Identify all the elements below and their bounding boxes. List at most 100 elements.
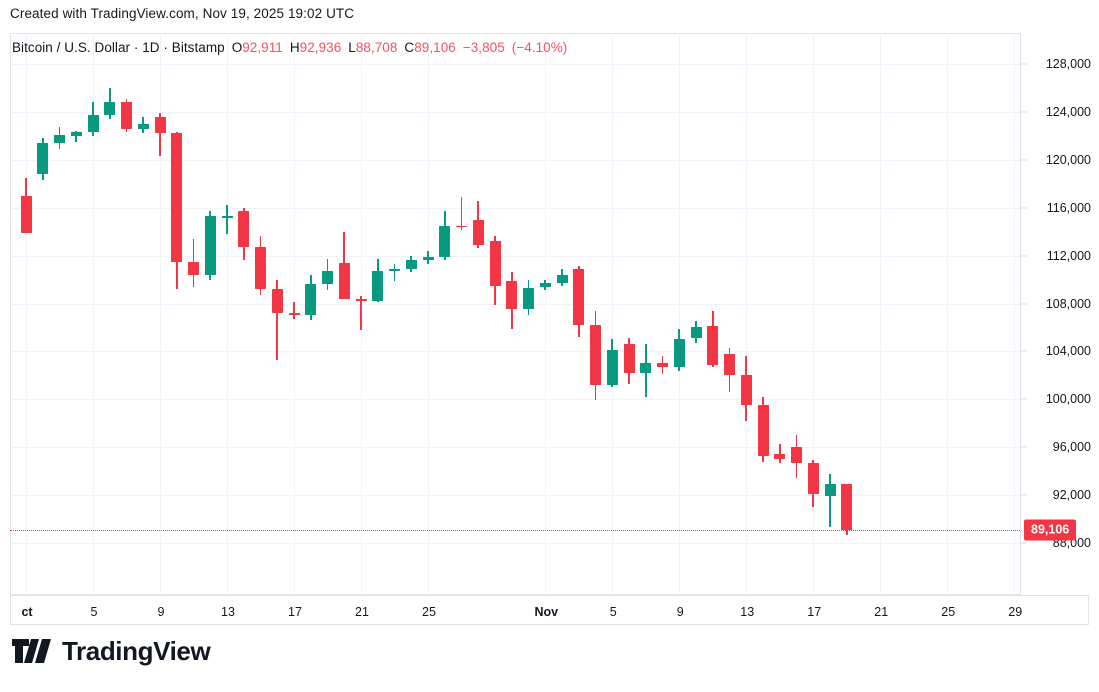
legend-interval[interactable]: 1D [142,40,160,55]
candle-body [188,261,199,275]
candle-body [322,271,333,285]
candle-body [807,462,819,494]
grid-line-vertical [612,33,613,595]
legend-exchange[interactable]: Bitstamp [171,40,225,55]
legend-close-key: C [404,40,415,55]
legend-open-value: 92,911 [242,40,283,55]
grid-line-horizontal [10,447,1020,449]
grid-line-vertical [428,33,429,595]
legend-high-key: H [289,40,300,55]
price-tick-label: 100,000 [1045,392,1091,407]
candle-wick [360,296,362,330]
candle-body [372,271,384,302]
legend-symbol[interactable]: Bitcoin / U.S. Dollar [12,40,131,55]
grid-line-horizontal [10,111,1020,113]
candle-wick [75,131,78,142]
grid-line-horizontal [10,399,1020,401]
candle-body [590,325,601,385]
time-scale[interactable]: ct 5 9 13 17 21 25 Nov 5 9 13 17 21 25 29 [10,595,1089,625]
price-tick-mark [1021,446,1027,448]
chart-pane[interactable] [10,33,1020,595]
time-tick-label: 25 [422,605,436,619]
grid-line-vertical [947,33,948,595]
grid-line-vertical [880,33,881,595]
candle-body [472,219,484,245]
attribution-text: Created with TradingView.com, Nov 19, 20… [10,6,355,21]
price-tick-mark [1021,207,1027,209]
candle-wick [778,443,781,463]
chart-frame [10,33,1089,595]
candle-wick [293,302,295,320]
chart-legend: Bitcoin / U.S. Dollar · 1D · Bitstamp O92… [12,40,567,55]
candle-body [523,287,534,310]
grid-line-vertical [813,33,814,595]
candle-body [37,143,49,175]
grid-line-vertical [545,33,546,595]
candle-body [87,115,99,133]
candle-body [305,284,317,316]
candle-body [690,327,702,339]
grid-line-horizontal [10,159,1020,161]
candle-body [171,133,183,262]
time-tick-label: 13 [221,605,235,619]
legend-sep-2: · [159,40,172,55]
candle-body [724,353,735,376]
grid-line-vertical [160,33,161,595]
grid-line-horizontal [10,207,1020,209]
candle-body [740,375,752,406]
candle-body [657,363,668,367]
candle-body [489,241,501,286]
last-price-badge[interactable]: 89,106 [1024,519,1077,541]
legend-low-key: L [348,40,356,55]
candle-wick [460,196,463,231]
tradingview-footer: TradingView [12,636,211,666]
candle-body [338,262,350,299]
candle-body [355,298,367,302]
candle-wick [829,473,831,528]
legend-high-value: 92,936 [299,40,342,55]
grid-line-horizontal [10,351,1020,353]
candle-wick [226,205,228,235]
time-tick-label: 9 [676,605,684,619]
price-tick-mark [1021,542,1027,544]
time-tick-label: Nov [534,605,559,619]
legend-change-absolute: −3,805 [462,40,505,55]
candle-body [389,268,400,272]
legend-open-key: O [231,40,243,55]
time-tick-label: ct [21,605,33,619]
grid-line-horizontal [10,255,1020,257]
price-tick-mark [1021,159,1027,161]
tradingview-wordmark: TradingView [62,636,211,666]
candle-body [841,484,853,530]
grid-line-horizontal [10,64,1020,65]
grid-line-vertical [679,33,680,595]
candle-body [104,102,116,116]
candle-body [137,123,149,129]
price-tick-mark [1021,350,1027,352]
candle-body [255,247,266,290]
candle-wick [276,279,279,360]
price-tick-label: 96,000 [1052,440,1091,455]
time-tick-label: 5 [609,605,617,619]
candle-body [707,326,719,365]
grid-line-horizontal [10,543,1020,544]
price-tick-mark [1021,111,1027,113]
legend-change-percent: (−4.10%) [511,40,568,55]
candle-body [573,268,585,326]
candle-body [204,216,216,275]
time-tick-label: 21 [355,605,369,619]
price-tick-mark [1021,303,1027,304]
legend-close-value: 89,106 [414,40,456,55]
price-tick-mark [1021,63,1027,65]
candle-body [70,132,82,136]
candle-body [422,256,434,261]
candle-body [121,102,132,129]
price-tick-label: 116,000 [1046,200,1091,215]
price-tick-mark [1021,255,1027,257]
price-scale[interactable]: 128,000 124,000 120,000 116,000 112,000 108,0… [1020,33,1099,595]
grid-line-horizontal [10,495,1020,497]
price-tick-mark [1021,494,1027,496]
candle-body [506,280,518,310]
time-tick-label: 9 [157,605,165,619]
candle-body [20,195,32,233]
